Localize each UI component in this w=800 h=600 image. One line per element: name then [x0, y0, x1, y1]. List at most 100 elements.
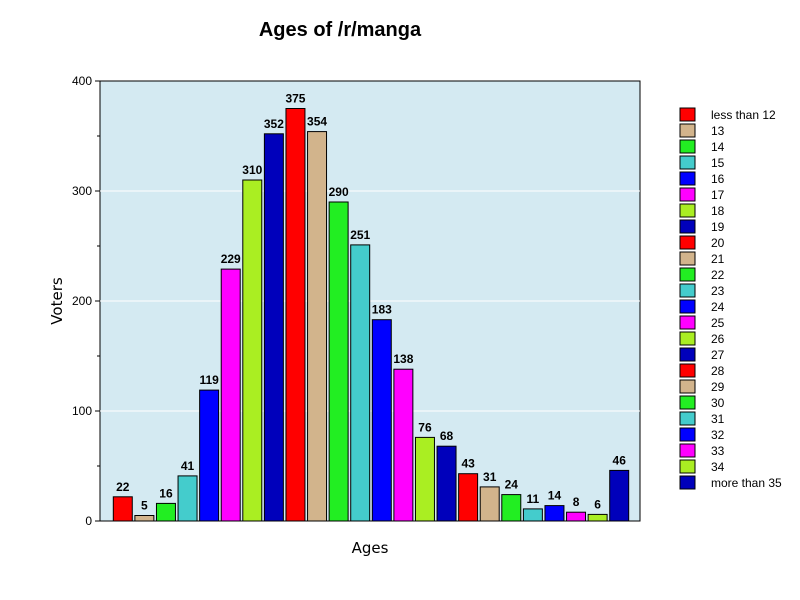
- legend-label: 28: [711, 364, 725, 378]
- legend-label: 27: [711, 348, 725, 362]
- data-label: 41: [181, 459, 195, 473]
- y-axis-label: Voters: [48, 277, 66, 325]
- data-label: 352: [264, 117, 284, 131]
- legend-label: 16: [711, 172, 725, 186]
- legend-label: 30: [711, 396, 725, 410]
- bar: [328, 201, 349, 522]
- legend-label: 17: [711, 188, 725, 202]
- y-tick-label: 0: [85, 514, 92, 528]
- legend-label: more than 35: [711, 476, 782, 490]
- y-tick-label: 300: [72, 184, 92, 198]
- bar: [522, 508, 543, 522]
- legend-swatch: [679, 171, 696, 186]
- bar: [177, 475, 198, 522]
- data-label: 24: [505, 478, 519, 492]
- y-tick-label: 200: [72, 294, 92, 308]
- data-label: 138: [393, 352, 413, 366]
- legend-label: 24: [711, 300, 725, 314]
- legend-label: 15: [711, 156, 725, 170]
- y-tick-label: 100: [72, 404, 92, 418]
- bar: [220, 268, 241, 522]
- legend-label: 26: [711, 332, 725, 346]
- data-label: 43: [461, 457, 475, 471]
- bar: [350, 244, 371, 522]
- legend-swatch: [679, 363, 696, 378]
- legend-swatch: [679, 331, 696, 346]
- bar: [609, 469, 630, 522]
- bar: [307, 131, 328, 522]
- legend-swatch: [679, 139, 696, 154]
- legend-swatch: [679, 427, 696, 442]
- legend-swatch: [679, 267, 696, 282]
- legend-swatch: [679, 203, 696, 218]
- legend-swatch: [679, 395, 696, 410]
- legend-label: less than 12: [711, 108, 776, 122]
- x-axis-label: Ages: [352, 539, 389, 557]
- legend-swatch: [679, 251, 696, 266]
- data-label: 6: [594, 497, 601, 511]
- bar: [393, 368, 414, 522]
- data-label: 310: [242, 163, 262, 177]
- data-label: 46: [613, 453, 627, 467]
- bar: [134, 515, 155, 522]
- data-label: 8: [573, 495, 580, 509]
- legend-label: 14: [711, 140, 725, 154]
- bar: [371, 319, 392, 522]
- data-label: 14: [548, 489, 562, 503]
- bar: [479, 486, 500, 522]
- data-label: 119: [199, 373, 219, 387]
- data-label: 11: [527, 492, 540, 506]
- bar: [587, 513, 608, 522]
- bar: [458, 473, 479, 522]
- data-label: 290: [329, 185, 349, 199]
- bar: [501, 494, 522, 522]
- legend-swatch: [679, 187, 696, 202]
- data-label: 22: [116, 480, 130, 494]
- bar: [544, 505, 565, 522]
- legend-label: 34: [711, 460, 725, 474]
- bar: [566, 511, 587, 522]
- legend-swatch: [679, 443, 696, 458]
- legend-label: 31: [711, 412, 725, 426]
- bar: [112, 496, 133, 522]
- legend-swatch: [679, 459, 696, 474]
- bar: [155, 502, 176, 522]
- legend-label: 23: [711, 284, 725, 298]
- bar: [414, 436, 435, 522]
- bar: [263, 133, 284, 522]
- data-label: 251: [350, 228, 370, 242]
- bar: [436, 445, 457, 522]
- data-label: 16: [159, 486, 173, 500]
- legend-swatch: [679, 475, 696, 490]
- legend-label: 19: [711, 220, 725, 234]
- bars: [112, 108, 630, 522]
- legend-swatch: [679, 219, 696, 234]
- legend-swatch: [679, 299, 696, 314]
- data-label: 375: [285, 92, 305, 106]
- legend-swatch: [679, 155, 696, 170]
- legend-swatch: [679, 235, 696, 250]
- legend-label: 21: [711, 252, 725, 266]
- legend-label: 20: [711, 236, 725, 250]
- legend-label: 13: [711, 124, 725, 138]
- y-tick-label: 400: [72, 74, 92, 88]
- legend-swatch: [679, 283, 696, 298]
- data-label: 31: [483, 470, 497, 484]
- legend-swatch: [679, 315, 696, 330]
- legend-swatch: [679, 411, 696, 426]
- legend-label: 29: [711, 380, 725, 394]
- y-axis: 0 100 200 300 400: [72, 74, 100, 528]
- legend-label: 18: [711, 204, 725, 218]
- data-label: 68: [440, 429, 454, 443]
- legend-swatch: [679, 347, 696, 362]
- data-label: 354: [307, 115, 327, 129]
- bar: [285, 108, 306, 522]
- legend-swatch: [679, 123, 696, 138]
- legend: less than 12 13 14 15 16 17 18 19 20 21 22 23 24 25 26…: [679, 107, 782, 490]
- legend-label: 22: [711, 268, 725, 282]
- data-label: 183: [372, 303, 392, 317]
- legend-swatch: [679, 107, 696, 122]
- legend-label: 25: [711, 316, 725, 330]
- data-label: 76: [418, 420, 432, 434]
- bar: [242, 179, 263, 522]
